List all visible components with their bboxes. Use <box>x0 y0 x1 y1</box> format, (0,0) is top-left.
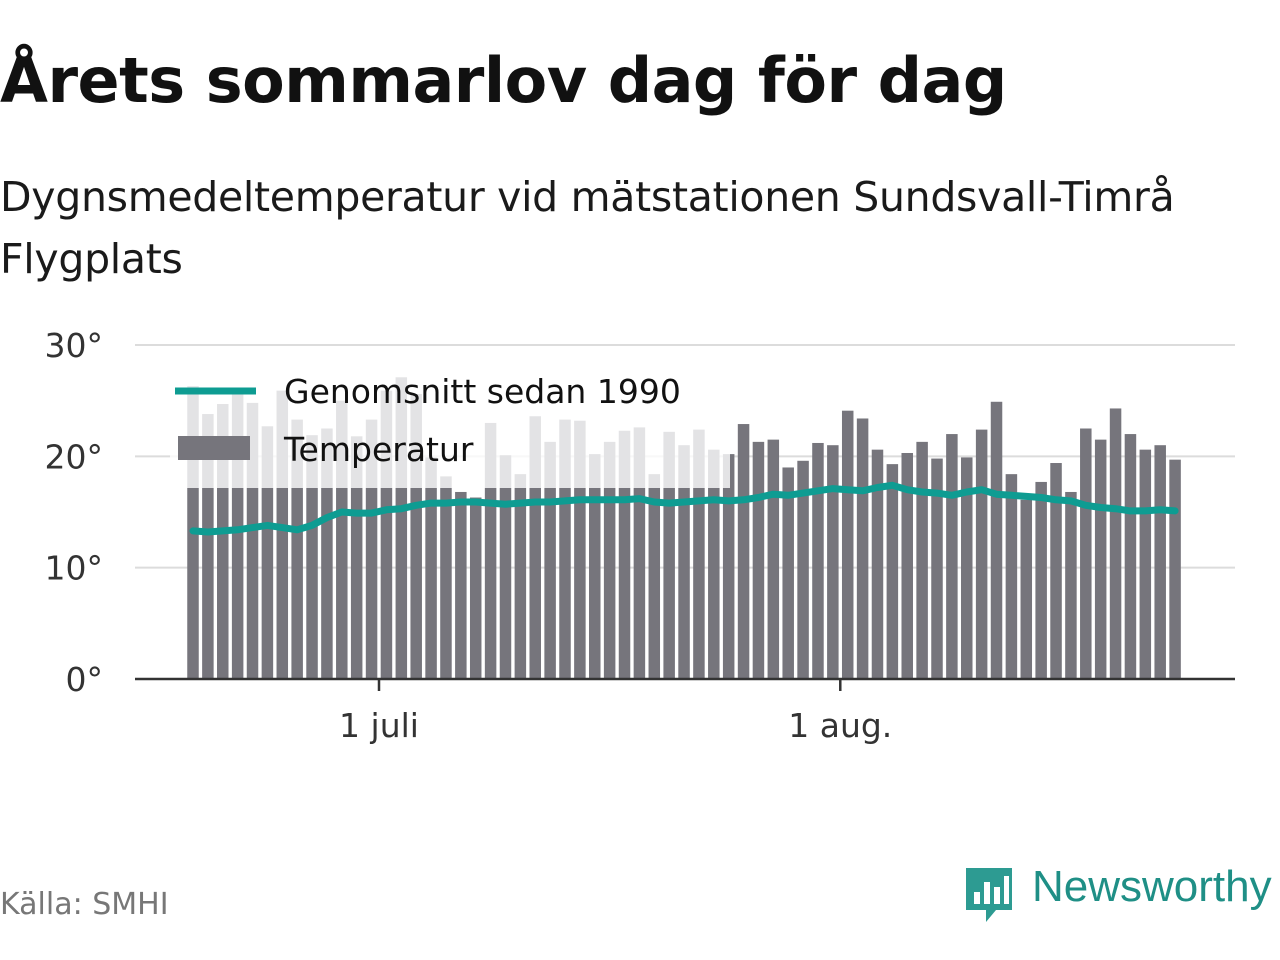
temperature-bar <box>336 400 348 679</box>
temperature-bar <box>841 410 854 679</box>
temperature-bar <box>1094 439 1107 679</box>
temperature-bar <box>499 455 512 679</box>
temperature-bar <box>990 401 1003 679</box>
y-tick-label: 30° <box>45 326 104 365</box>
temperature-bar <box>737 424 750 679</box>
temperature-bar <box>202 414 214 679</box>
y-tick-label: 0° <box>66 660 104 699</box>
temperature-bar <box>961 457 973 679</box>
temperature-bar <box>618 430 631 679</box>
legend: Genomsnitt sedan 1990 Temperatur <box>170 366 730 488</box>
temperature-bar <box>901 452 913 679</box>
temperature-bar <box>484 422 497 679</box>
temperature-bar <box>1124 434 1137 679</box>
temperature-bar <box>722 454 735 679</box>
temperature-bars <box>187 377 1181 679</box>
temperature-bar <box>261 426 274 679</box>
legend-bar-swatch <box>178 436 250 460</box>
temperature-bar <box>350 436 363 679</box>
temperature-bar <box>1109 408 1122 679</box>
temperature-bar <box>380 390 393 679</box>
temperature-bar <box>410 393 422 679</box>
y-tick-label: 10° <box>45 549 104 588</box>
temperature-bar <box>767 439 780 679</box>
x-tick-label: 1 aug. <box>788 706 892 745</box>
newsworthy-bar-chart-icon <box>966 868 1012 922</box>
temperature-bar <box>321 428 333 679</box>
temperature-bar <box>306 435 318 679</box>
temperature-bar <box>1154 445 1166 679</box>
temperature-bar <box>455 491 467 679</box>
temperature-bar <box>812 442 824 679</box>
temperature-bar <box>589 454 601 679</box>
temperature-bar <box>276 390 289 679</box>
temperature-bar <box>708 449 720 679</box>
temperature-bar <box>291 419 303 679</box>
temperature-bar <box>678 445 690 679</box>
temperature-bar <box>246 402 259 679</box>
temperature-bar <box>514 474 527 679</box>
temperature-bar <box>752 441 765 679</box>
temperature-bar <box>797 460 809 679</box>
temperature-bar <box>871 449 884 679</box>
temperature-bar <box>544 441 556 679</box>
temperature-bar <box>946 434 958 679</box>
temperature-bar <box>559 419 571 679</box>
temperature-bar <box>440 476 452 679</box>
temperature-bar <box>931 458 943 679</box>
temperature-bar <box>648 474 661 679</box>
temperature-bar <box>217 404 229 679</box>
temperature-bar <box>469 497 482 679</box>
temperature-bar <box>886 464 899 679</box>
temperature-bar <box>663 431 675 679</box>
temperature-bar <box>633 427 646 679</box>
temperature-bar <box>1080 428 1092 679</box>
average-line <box>189 481 1179 536</box>
source-note: Källa: SMHI <box>0 887 169 922</box>
average-line-group <box>189 481 1179 536</box>
temperature-bar <box>1020 499 1033 679</box>
temperature-bar <box>1065 491 1077 679</box>
temperature-bar <box>856 418 869 679</box>
temperature-bar <box>827 445 839 679</box>
brand-name: Newsworthy <box>1032 862 1272 911</box>
temperature-bar <box>1005 474 1018 679</box>
temperature-chart: 0° 10° 20° 30° 1 juli 1 aug. Genomsnitt sedan… <box>45 326 1235 745</box>
temperature-bar <box>1050 463 1062 679</box>
temperature-bar <box>782 467 794 679</box>
temperature-bar <box>1035 481 1047 679</box>
legend-label-temperature: Temperatur <box>283 430 474 469</box>
temperature-bar <box>395 377 408 679</box>
temperature-bar <box>231 392 244 679</box>
temperature-bar <box>603 441 616 679</box>
y-tick-label: 20° <box>45 437 104 476</box>
x-tick-label: 1 juli <box>339 706 419 745</box>
temperature-bar <box>975 429 988 679</box>
temperature-bar <box>1139 449 1152 679</box>
temperature-bar <box>425 457 437 679</box>
legend-label-average: Genomsnitt sedan 1990 <box>284 372 681 411</box>
temperature-bar <box>365 419 378 679</box>
temperature-bar <box>1169 459 1181 679</box>
temperature-bar <box>574 420 586 679</box>
legend-background <box>170 366 730 488</box>
temperature-bar <box>693 429 705 679</box>
axes: 0° 10° 20° 30° 1 juli 1 aug. <box>45 326 1235 745</box>
chart-title: Årets sommarlov dag för dag <box>0 44 1007 117</box>
temperature-bar <box>916 441 928 679</box>
chart-subtitle: Dygnsmedeltemperatur vid mätstationen Su… <box>0 173 1175 283</box>
temperature-bar <box>529 416 541 679</box>
